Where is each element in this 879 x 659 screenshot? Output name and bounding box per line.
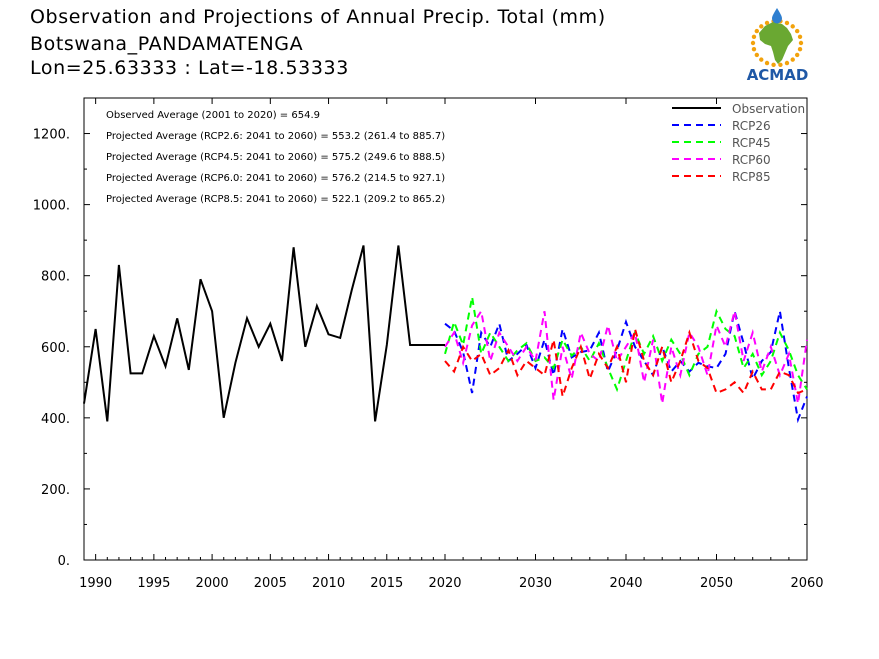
annotation-text: Projected Average (RCP8.5: 2041 to 2060)… (106, 194, 445, 205)
legend-label: RCP85 (732, 170, 771, 184)
x-tick-label: 1995 (137, 576, 170, 591)
x-axis: 1990 1995 2000 2005 2010 2015 2020 2030 2040 2050… (79, 98, 824, 591)
logo-dot (771, 62, 776, 67)
series-line-rcp85 (444, 328, 808, 397)
logo-dot (778, 62, 783, 67)
x-tick-label: 2060 (790, 576, 823, 591)
annotation-text: Projected Average (RCP4.5: 2041 to 2060)… (106, 152, 445, 163)
x-tick-label: 1990 (79, 576, 112, 591)
annotations: Observed Average (2001 to 2020) = 654.9 P… (106, 110, 445, 205)
logo-dot (798, 40, 804, 46)
annotation-text: Observed Average (2001 to 2020) = 654.9 (106, 110, 320, 121)
series-line-observation (83, 245, 445, 422)
legend: Observation RCP26 RCP45 RCP60 RCP85 (672, 102, 805, 184)
logo-dot (790, 24, 795, 29)
logo-dot (790, 57, 795, 62)
x-tick-label: 2015 (370, 576, 403, 591)
logo-dot (751, 46, 757, 52)
logo-dot (764, 60, 770, 66)
africa-map-icon (759, 22, 793, 64)
acmad-logo: ACMAD (747, 8, 809, 84)
logo-dot (797, 34, 803, 40)
logo-dot (794, 52, 800, 58)
y-axis: 0. 200. 400. 600. 800. 1000. 1200. (33, 128, 807, 569)
x-tick-label: 2040 (609, 576, 642, 591)
annotation-text: Projected Average (RCP2.6: 2041 to 2060)… (106, 131, 445, 142)
x-tick-label: 2030 (519, 576, 552, 591)
series-line-rcp26 (444, 310, 808, 424)
x-tick-label: 2000 (196, 576, 229, 591)
y-tick-label: 1200. (33, 128, 70, 143)
y-tick-label: 0. (58, 554, 70, 569)
logo-dot (797, 46, 803, 52)
plot-frame (83, 97, 808, 561)
x-tick-label: 2005 (254, 576, 287, 591)
logo-dot (751, 34, 757, 40)
logo-dot (794, 28, 800, 34)
chart-title: Observation and Projections of Annual Pr… (30, 6, 606, 28)
logo-dot (759, 24, 764, 29)
legend-label: RCP60 (732, 153, 771, 167)
station-coordinates: Lon=25.63333 : Lat=-18.53333 (30, 57, 349, 79)
logo-dot (750, 40, 756, 46)
legend-label: RCP45 (732, 136, 771, 150)
logo-ring-icon (750, 19, 804, 67)
y-tick-label: 200. (41, 483, 70, 498)
x-tick-label: 2020 (428, 576, 461, 591)
x-tick-label: 2050 (700, 576, 733, 591)
x-tick-label: 2010 (312, 576, 345, 591)
annotation-text: Projected Average (RCP6.0: 2041 to 2060)… (106, 173, 445, 184)
logo-dot (754, 28, 760, 34)
legend-label: Observation (732, 102, 805, 116)
logo-dot (784, 60, 790, 66)
logo-dot (759, 57, 764, 62)
y-tick-label: 1000. (33, 199, 70, 214)
series-layer (83, 245, 808, 424)
legend-label: RCP26 (732, 119, 771, 133)
y-tick-label: 800. (41, 270, 70, 285)
y-tick-label: 600. (41, 341, 70, 356)
station-name: Botswana_PANDAMATENGA (30, 33, 304, 55)
logo-dot (754, 52, 760, 58)
y-tick-label: 400. (41, 412, 70, 427)
logo-dot (784, 20, 790, 26)
series-line-rcp45 (444, 296, 808, 393)
series-line-rcp60 (444, 308, 808, 404)
logo-dot (764, 20, 770, 26)
water-drop-icon (772, 8, 782, 24)
logo-text: ACMAD (747, 66, 809, 84)
